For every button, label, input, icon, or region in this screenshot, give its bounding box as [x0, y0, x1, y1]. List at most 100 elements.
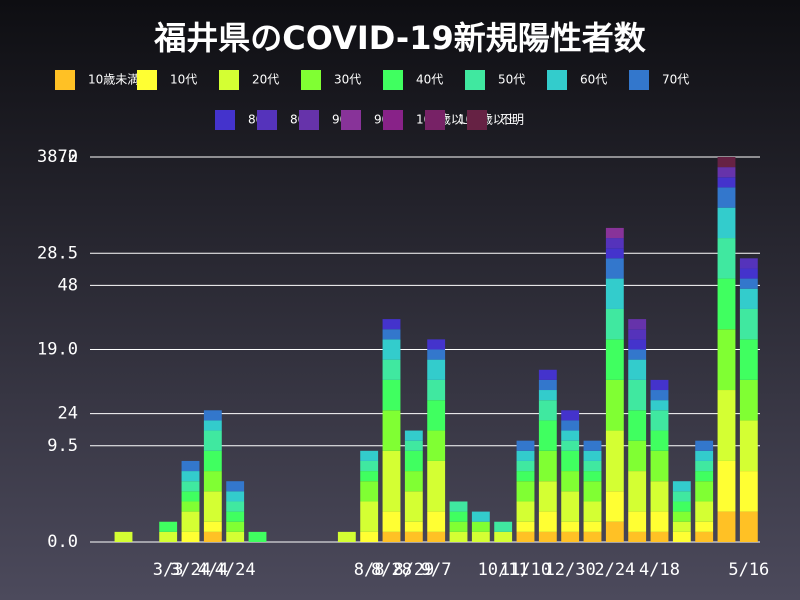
- bar-segment: [538, 390, 557, 401]
- bar-segment: [538, 379, 557, 391]
- legend-swatch: [425, 110, 445, 130]
- bar-segment: [404, 440, 423, 451]
- x-tick-label: 8/29: [393, 560, 434, 580]
- legend-swatch: [137, 70, 157, 90]
- bar-segment: [717, 207, 736, 239]
- y-tick-label: 19.0: [37, 340, 78, 360]
- bar-segment: [494, 531, 513, 542]
- bar-segment: [404, 471, 423, 492]
- bar-segment: [739, 511, 758, 542]
- bar-segment: [427, 511, 446, 532]
- legend-swatch: [215, 110, 235, 130]
- bar-segment: [561, 430, 580, 441]
- x-tick-label: 4/4: [197, 560, 228, 580]
- bar-segment: [382, 359, 401, 380]
- legend-label: 60代: [580, 73, 607, 87]
- legend-label: 不明: [500, 113, 524, 127]
- bar-segment: [427, 359, 446, 380]
- bar-segment: [561, 420, 580, 431]
- bar-segment: [561, 440, 580, 451]
- bar-segment: [181, 491, 200, 502]
- bar-segment: [717, 167, 736, 178]
- bar-segment: [360, 501, 379, 532]
- bar-segment: [538, 450, 557, 482]
- legend-label: 10代: [170, 73, 197, 87]
- bar-segment: [672, 511, 691, 522]
- bar-segment: [695, 481, 714, 502]
- bar-segment: [226, 521, 245, 532]
- bar-segment: [605, 339, 624, 380]
- bar-segment: [516, 531, 535, 542]
- bar-segment: [538, 369, 557, 380]
- bar-segment: [404, 531, 423, 542]
- bar-segment: [650, 379, 669, 391]
- bar-segment: [449, 521, 468, 532]
- bar-segment: [404, 491, 423, 522]
- bar-segment: [427, 400, 446, 431]
- bar-segment: [650, 481, 669, 512]
- bar-segment: [650, 410, 669, 431]
- bar-segment: [516, 450, 535, 461]
- legend-swatch: [465, 70, 485, 90]
- bar-segment: [628, 319, 647, 330]
- bar-segment: [672, 521, 691, 532]
- bar-segment: [695, 471, 714, 482]
- bar-segment: [360, 460, 379, 472]
- bar-segment: [739, 420, 758, 472]
- bar-segment: [650, 531, 669, 542]
- bar-segment: [695, 450, 714, 461]
- bar-segment: [628, 511, 647, 532]
- x-tick-label: 4/24: [215, 560, 256, 580]
- bar-segment: [650, 390, 669, 401]
- bar-segment: [650, 450, 669, 482]
- y-tick-label: 28.5: [37, 243, 78, 263]
- bar-segment: [226, 511, 245, 522]
- bar-segment: [337, 531, 356, 542]
- x-tick-label: 5/16: [728, 560, 769, 580]
- bar-segment: [583, 531, 602, 542]
- bar-segment: [650, 511, 669, 532]
- bar-segment: [739, 258, 758, 269]
- bar-segment: [717, 278, 736, 330]
- bar-segment: [181, 460, 200, 472]
- x-tick-label: 12/30: [545, 560, 596, 580]
- bar-segment: [695, 521, 714, 532]
- bar-segment: [203, 521, 222, 532]
- bar-segment: [650, 400, 669, 411]
- bar-segment: [628, 440, 647, 472]
- bar-segment: [427, 379, 446, 401]
- bar-segment: [695, 501, 714, 522]
- bar-segment: [717, 177, 736, 188]
- bar-segment: [561, 521, 580, 532]
- y2-tick-label: 48: [58, 275, 78, 295]
- bar-segment: [672, 491, 691, 502]
- bar-segment: [382, 379, 401, 411]
- bar-segment: [605, 308, 624, 340]
- bar-segment: [717, 157, 736, 168]
- bar-segment: [538, 531, 557, 542]
- bar-segment: [203, 471, 222, 492]
- bar-segment: [427, 349, 446, 360]
- bar-segment: [561, 491, 580, 522]
- bar-segment: [226, 491, 245, 502]
- legend-swatch: [257, 110, 277, 130]
- bar-segment: [605, 379, 624, 431]
- bar-segment: [650, 430, 669, 451]
- legend-label: 50代: [498, 73, 525, 87]
- bar-segment: [516, 471, 535, 482]
- bar-segment: [672, 501, 691, 512]
- bar-segment: [739, 471, 758, 512]
- bar-segment: [628, 329, 647, 340]
- legend-swatch: [55, 70, 75, 90]
- bar-segment: [605, 430, 624, 492]
- bar-segment: [628, 359, 647, 380]
- bar-segment: [739, 278, 758, 289]
- bar-segment: [583, 481, 602, 502]
- y-tick-label: 38.0: [37, 147, 78, 167]
- bar-segment: [561, 471, 580, 492]
- bar-segment: [628, 471, 647, 512]
- bar-segment: [739, 288, 758, 309]
- bar-segment: [360, 531, 379, 542]
- bar-segment: [628, 349, 647, 360]
- bar-segment: [516, 501, 535, 522]
